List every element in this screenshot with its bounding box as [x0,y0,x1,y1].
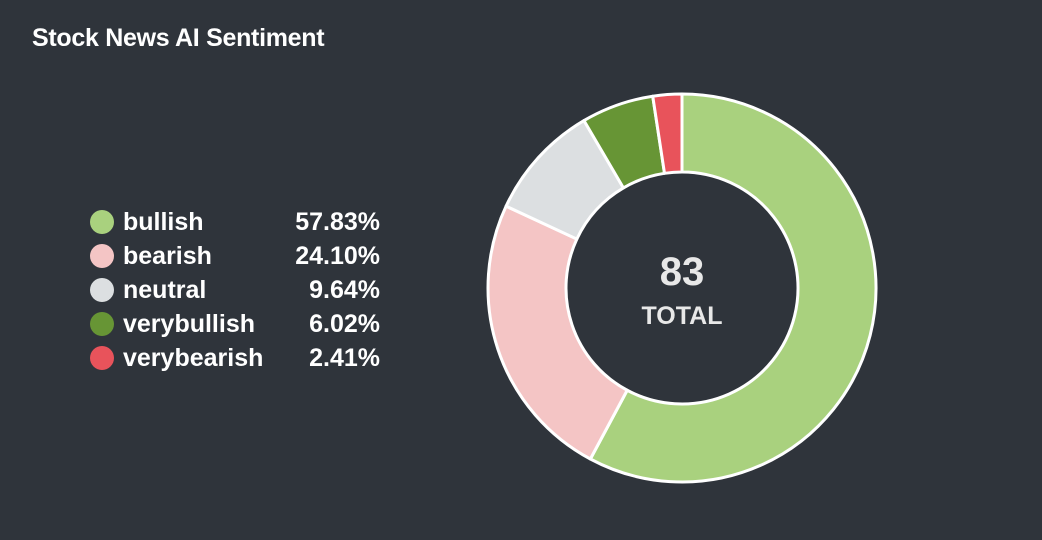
donut-slice-verybearish[interactable] [651,92,684,175]
legend-value: 57.83% [295,208,380,236]
center-total-value: 83 [660,250,705,294]
legend-item-neutral[interactable]: neutral 9.64% [90,273,390,307]
legend: bullish 57.83% bearish 24.10% neutral 9.… [90,205,390,375]
legend-item-verybullish[interactable]: verybullish 6.02% [90,307,390,341]
center-total-label: TOTAL [641,302,722,330]
legend-value: 2.41% [309,344,380,372]
legend-dot-bearish [90,244,114,268]
legend-label: bearish [123,242,212,270]
legend-dot-bullish [90,210,114,234]
legend-value: 24.10% [295,242,380,270]
legend-dot-verybearish [90,346,114,370]
legend-label: verybearish [123,344,264,372]
donut-slices [486,92,878,484]
legend-item-bullish[interactable]: bullish 57.83% [90,205,390,239]
legend-dot-verybullish [90,312,114,336]
legend-label: verybullish [123,310,255,338]
legend-value: 9.64% [309,276,380,304]
legend-item-verybearish[interactable]: verybearish 2.41% [90,341,390,375]
legend-dot-neutral [90,278,114,302]
legend-label: bullish [123,208,204,236]
donut-slice-bullish[interactable] [588,92,878,484]
legend-item-bearish[interactable]: bearish 24.10% [90,239,390,273]
legend-label: neutral [123,276,207,304]
legend-value: 6.02% [309,310,380,338]
donut-slice-bearish[interactable] [486,204,629,461]
chart-title: Stock News AI Sentiment [32,24,325,52]
